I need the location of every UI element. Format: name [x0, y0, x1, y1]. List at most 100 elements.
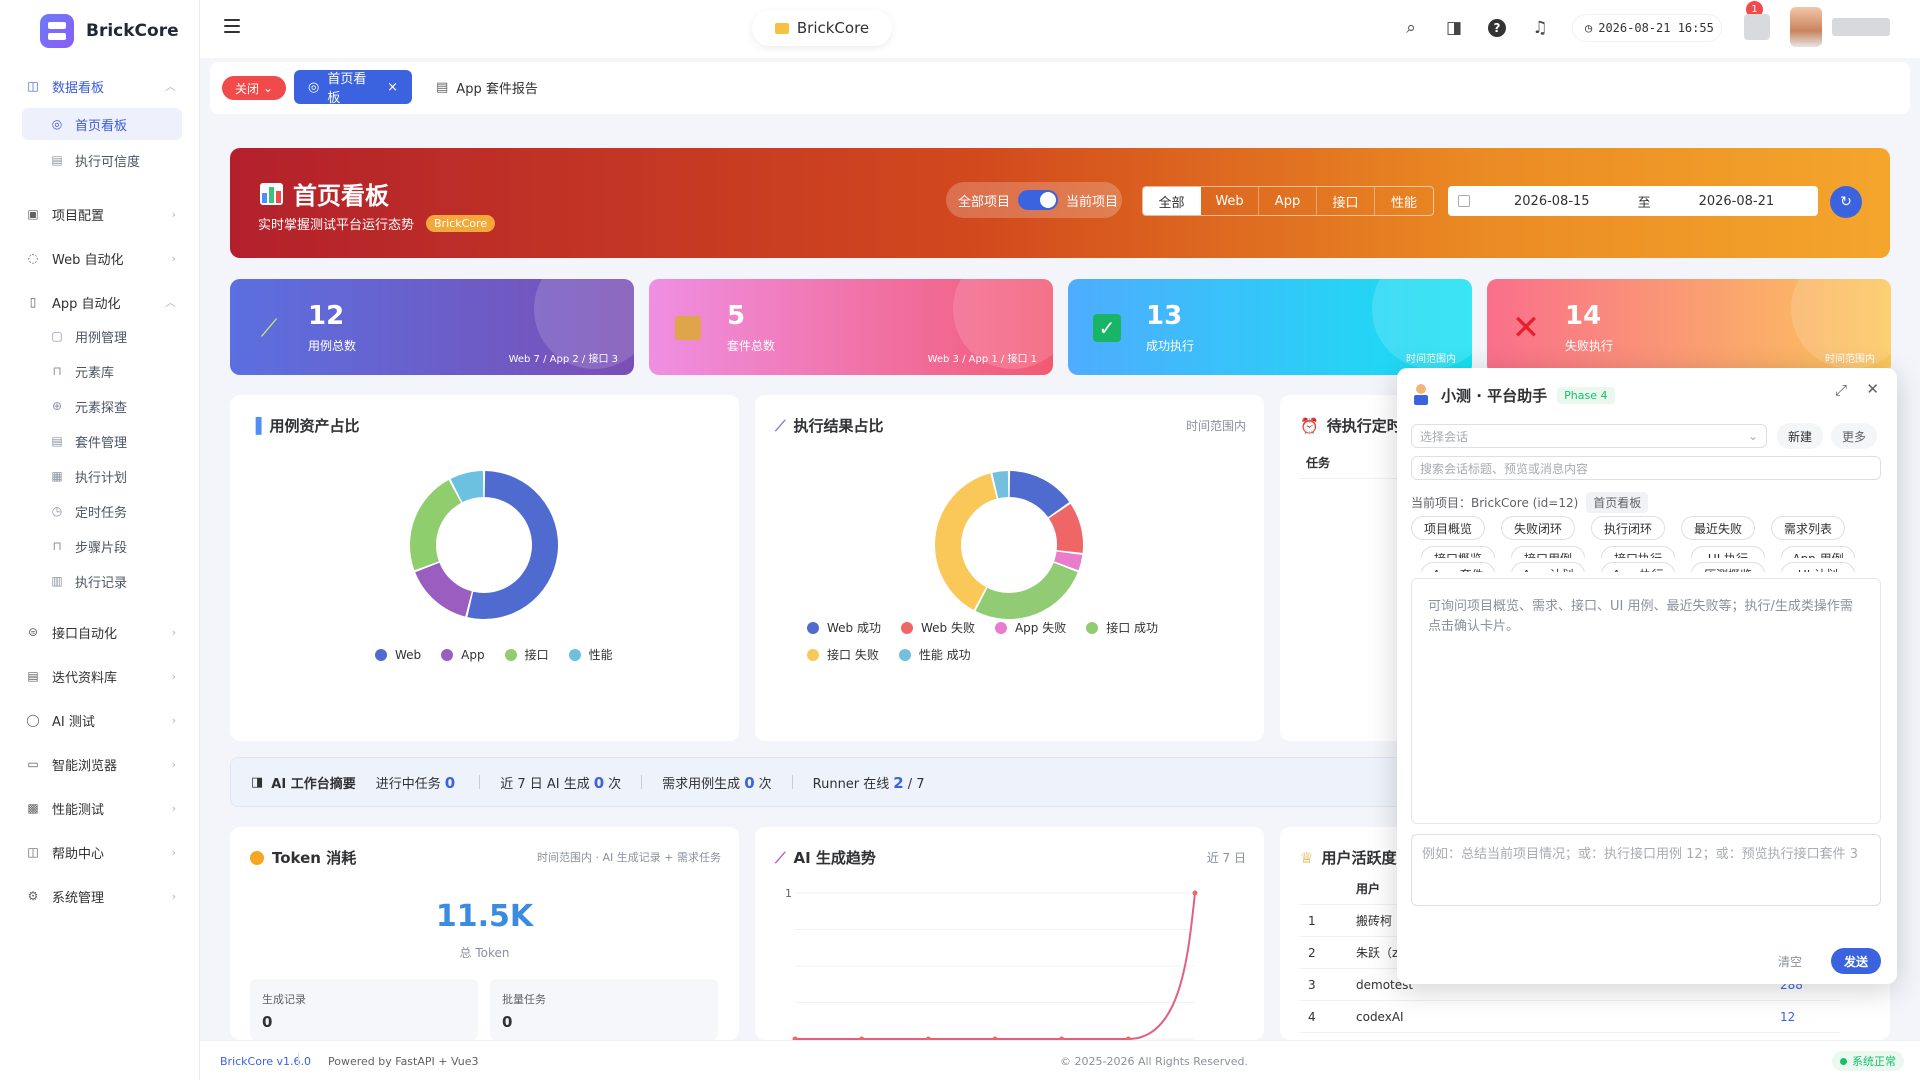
chip-fail-loop[interactable]: 失败闭环 [1501, 516, 1575, 540]
sidebar-group-perf[interactable]: ▩ 性能测试 › [27, 801, 176, 818]
scope-toggle[interactable]: 全部项目 当前项目 [946, 182, 1122, 218]
sidebar-item-exec-trust[interactable]: ▤ 执行可信度 [51, 153, 141, 170]
sidebar-item-element-lib[interactable]: ⊓ 元素库 [22, 355, 182, 387]
trend-point[interactable] [992, 1036, 998, 1041]
new-session-button[interactable]: 新建 [1777, 423, 1823, 449]
tab-home-dashboard[interactable]: ◎ 首页看板 × [294, 70, 412, 106]
bar-chart-icon: ▐ [250, 416, 262, 435]
sidebar-item-case-mgmt[interactable]: ▢ 用例管理 [51, 329, 128, 346]
donut-slice-性能-成功[interactable] [992, 471, 1009, 499]
sidebar-item-exec-plan[interactable]: ▦ 执行计划 [51, 469, 128, 486]
trend-point[interactable] [859, 1036, 865, 1041]
trend-point[interactable] [1192, 890, 1198, 896]
sidebar-group-app[interactable]: ▯ App 自动化 ︿ [0, 290, 200, 314]
calendar-icon: ▦ [51, 469, 63, 483]
sidebar-group-system[interactable]: ⚙ 系统管理 › [27, 889, 176, 906]
sidebar-item-home-dashboard[interactable]: ◎ 首页看板 [22, 108, 182, 140]
chat-input[interactable]: 例如：总结当前项目情况；或：执行接口用例 12；或：预览执行接口套件 3 [1411, 834, 1881, 906]
sidebar-group-project[interactable]: ▣ 项目配置 › [27, 207, 176, 224]
donut-slice-App[interactable] [415, 562, 472, 617]
chip-app-plan[interactable]: App 计划 [1511, 562, 1585, 572]
donut-slice-Web-失败[interactable] [1048, 503, 1083, 553]
sidebar-group-web[interactable]: ◌ Web 自动化 › [27, 251, 176, 268]
menu-toggle-icon[interactable] [224, 19, 240, 33]
trend-point[interactable] [1125, 1036, 1131, 1041]
scope-switch[interactable] [1018, 190, 1059, 210]
chip-api-cases[interactable]: 接口用例 [1511, 546, 1585, 558]
stat-card-cases: ⟋ 12 用例总数 Web 7 / App 2 / 接口 3 [230, 279, 634, 375]
filter-api[interactable]: 接口 [1317, 187, 1375, 215]
donut-slice-接口[interactable] [410, 479, 462, 571]
filter-all[interactable]: 全部 [1143, 187, 1201, 215]
date-start[interactable]: 2026-08-15 [1514, 193, 1590, 209]
trend-point[interactable] [925, 1036, 931, 1041]
chip-ui-plan[interactable]: UI 计划 [1781, 562, 1855, 572]
avatar[interactable] [1790, 7, 1822, 47]
donut-slice-Web[interactable] [467, 471, 558, 619]
chip-ui-exec[interactable]: UI 执行 [1691, 546, 1765, 558]
sidebar-item-scheduled[interactable]: ◷ 定时任务 [51, 504, 128, 521]
app-logo[interactable]: BrickCore [40, 14, 179, 48]
close-tabs-button[interactable]: 关闭 ⌄ [222, 76, 286, 100]
robot-icon[interactable]: ◨ [1445, 18, 1463, 38]
chip-app-suite[interactable]: App 套件 [1421, 562, 1495, 572]
close-icon[interactable]: × [387, 79, 398, 95]
sidebar-item-suite-mgmt[interactable]: ▤ 套件管理 [51, 434, 128, 451]
legend-web-success: Web 成功 [807, 619, 881, 636]
chip-project-overview[interactable]: 项目概览 [1411, 516, 1485, 540]
donut-slice-接口-失败[interactable] [935, 473, 997, 611]
chip-api-exec[interactable]: 接口执行 [1601, 546, 1675, 558]
trend-point[interactable] [792, 1036, 798, 1041]
refresh-button[interactable]: ↻ [1830, 186, 1862, 218]
bell-icon[interactable]: ♫ [1532, 18, 1548, 38]
trend-point[interactable] [1059, 1036, 1065, 1041]
help-icon: ◫ [27, 845, 39, 859]
sidebar-group-dashboard[interactable]: ◫ 数据看板 ︿ [27, 79, 176, 96]
tab-app-suite-report[interactable]: ▤ App 套件报告 [436, 79, 538, 97]
sidebar-group-iteration[interactable]: ▤ 迭代资料库 › [27, 669, 176, 686]
sidebar-group-api[interactable]: ⊜ 接口自动化 › [27, 625, 176, 642]
table-row[interactable]: 4 codexAI 12 [1300, 1001, 1840, 1033]
project-selector[interactable]: BrickCore [752, 10, 892, 46]
sidebar-group-help[interactable]: ◫ 帮助中心 › [27, 845, 176, 862]
donut-slice-App-失败[interactable] [1054, 551, 1083, 571]
ai-trend-chart [792, 890, 1198, 1041]
more-button[interactable]: 更多 [1831, 423, 1877, 449]
sidebar-item-exec-records[interactable]: ▥ 执行记录 [51, 574, 128, 591]
sidebar-item-step-snippets[interactable]: ⊓ 步骤片段 [22, 530, 182, 562]
session-select[interactable]: 选择会话 ⌄ [1411, 424, 1767, 448]
filter-perf[interactable]: 性能 [1390, 195, 1417, 211]
assistant-avatar-icon [1411, 384, 1431, 406]
help-icon[interactable]: ? [1486, 17, 1508, 39]
filter-app[interactable]: App [1259, 187, 1317, 215]
donut-slice-性能[interactable] [450, 471, 484, 503]
sidebar-item-element-inspect[interactable]: ⊕ 元素探查 [51, 399, 128, 416]
chip-load-overview[interactable]: 压测概览 [1691, 562, 1765, 572]
filter-web[interactable]: Web [1201, 187, 1259, 215]
chip-recent-fail[interactable]: 最近失败 [1681, 516, 1755, 540]
date-range-picker[interactable]: 2026-08-15 至 2026-08-21 [1448, 186, 1818, 216]
sidebar-group-browser[interactable]: ▭ 智能浏览器 › [27, 757, 176, 774]
chip-exec-loop[interactable]: 执行闭环 [1591, 516, 1665, 540]
chip-app-exec[interactable]: App 执行 [1601, 562, 1675, 572]
close-icon[interactable]: ✕ [1866, 380, 1879, 398]
donut-slice-Web-成功[interactable] [1009, 471, 1070, 518]
session-search-input[interactable]: 搜索会话标题、预览或消息内容 [1411, 456, 1881, 480]
asset-ratio-card: ▐ 用例资产占比 Web App 接口 性能 [230, 395, 739, 741]
chat-messages: 可询问项目概览、需求、接口、UI 用例、最近失败等；执行/生成类操作需点击确认卡… [1411, 578, 1881, 824]
search-icon[interactable]: ⌕ [1406, 18, 1416, 38]
send-button[interactable]: 发送 [1831, 948, 1881, 974]
donut-slice-接口-成功[interactable] [975, 562, 1078, 619]
chip-req-list[interactable]: 需求列表 [1771, 516, 1845, 540]
chip-api-overview[interactable]: 接口概览 [1421, 546, 1495, 558]
chip-app-cases[interactable]: App 用例 [1781, 546, 1855, 558]
legend-app-fail: App 失败 [994, 619, 1066, 636]
username-placeholder[interactable] [1832, 18, 1890, 36]
expand-icon[interactable]: ⤢ [1834, 381, 1847, 399]
sidebar-group-ai[interactable]: ◯ AI 测试 › [26, 713, 176, 730]
avatar-placeholder[interactable] [1744, 14, 1770, 40]
gauge-icon: ◎ [308, 79, 320, 95]
notification-badge: 1 [1746, 1, 1763, 18]
clear-button[interactable]: 清空 [1767, 948, 1813, 974]
date-end[interactable]: 2026-08-21 [1698, 193, 1775, 209]
